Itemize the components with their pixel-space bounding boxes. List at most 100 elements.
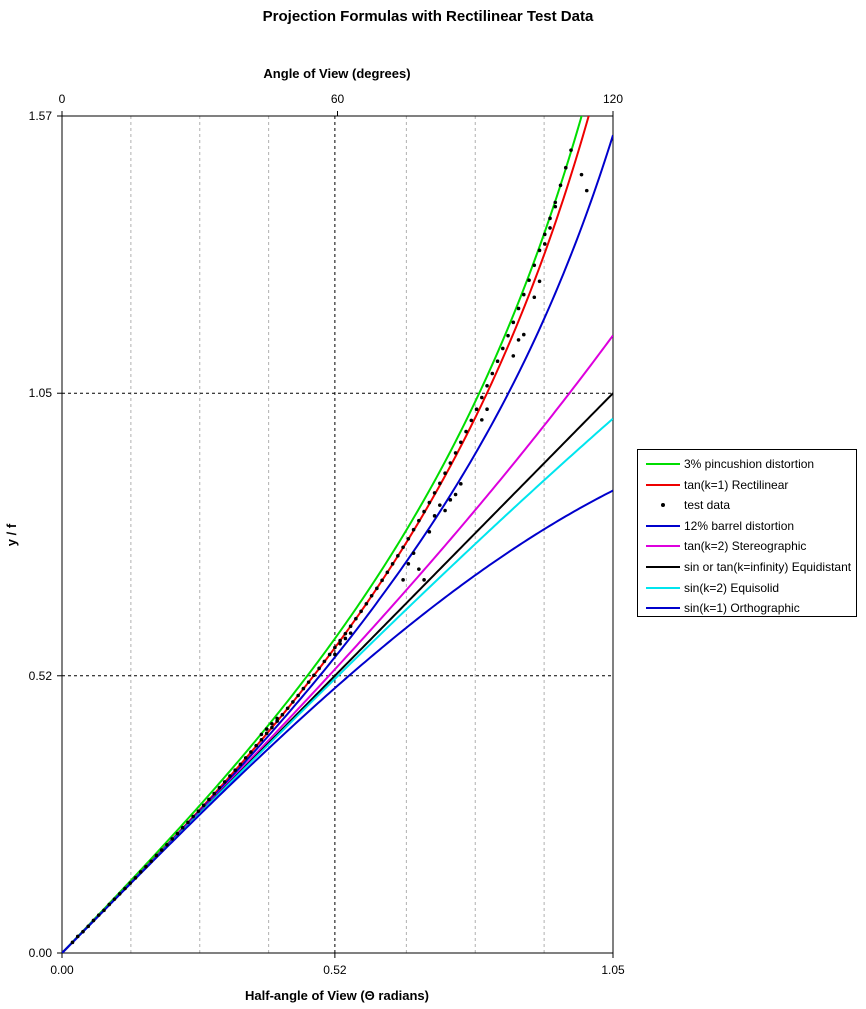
legend-swatch xyxy=(646,586,680,589)
test-data-point xyxy=(537,248,542,253)
legend-swatch xyxy=(646,545,680,548)
legend: 3% pincushion distortion tan(k=1) Rectili… xyxy=(637,449,857,617)
test-data-point xyxy=(312,673,316,678)
chart-title: Projection Formulas with Rectilinear Tes… xyxy=(263,8,594,25)
test-data-point xyxy=(506,333,510,338)
test-data-point xyxy=(154,853,159,858)
test-data-point xyxy=(296,693,300,698)
test-data-point xyxy=(270,725,274,730)
legend-item: 3% pincushion distortion xyxy=(644,454,856,474)
y-tick-label: 0.52 xyxy=(29,669,53,683)
test-data-point xyxy=(264,731,269,736)
x2-tick-label: 0 xyxy=(59,92,66,106)
test-data-point xyxy=(128,881,133,885)
test-data-point xyxy=(443,471,447,475)
test-data-point xyxy=(123,886,127,891)
test-data-point xyxy=(485,407,489,412)
test-data-point xyxy=(411,527,416,532)
test-data-point xyxy=(243,756,248,760)
test-data-point xyxy=(133,876,138,880)
legend-label: sin or tan(k=infinity) Equidistant xyxy=(684,560,852,574)
test-data-point xyxy=(359,609,363,614)
test-data-point xyxy=(480,395,484,400)
test-data-point xyxy=(401,545,405,550)
series-line xyxy=(62,134,613,953)
legend-label: 12% barrel distortion xyxy=(684,518,795,533)
test-data-point xyxy=(280,712,285,717)
legend-label: tan(k=1) Rectilinear xyxy=(684,477,789,492)
test-data-point xyxy=(75,934,80,939)
test-data-point xyxy=(343,631,348,636)
test-data-point xyxy=(553,200,558,205)
y-tick-label: 1.05 xyxy=(29,386,53,400)
test-data-point xyxy=(196,809,201,813)
test-data-point xyxy=(511,354,516,358)
test-data-point xyxy=(96,913,101,917)
test-data-point xyxy=(427,500,432,505)
test-data-point xyxy=(186,820,190,825)
test-data-point xyxy=(338,638,342,643)
test-data-point xyxy=(222,780,227,784)
test-data-point xyxy=(521,332,526,337)
test-data-point xyxy=(417,518,421,523)
test-data-points xyxy=(70,148,589,945)
legend-label: test data xyxy=(684,498,731,513)
test-data-point xyxy=(548,226,552,230)
test-data-point xyxy=(86,924,91,929)
test-data-point xyxy=(138,870,143,874)
x2-tick-label: 60 xyxy=(331,92,345,106)
test-data-point xyxy=(343,636,348,641)
test-data-point xyxy=(380,578,384,583)
test-data-point xyxy=(438,503,442,507)
test-data-point xyxy=(70,940,75,945)
x2-tick-label: 120 xyxy=(603,92,623,106)
legend-label: 3% pincushion distortion xyxy=(684,457,815,471)
test-data-point xyxy=(207,797,211,802)
test-data-point xyxy=(275,716,279,721)
x-axis-label: Half-angle of View (Θ radians) xyxy=(245,988,429,1003)
test-data-point xyxy=(569,148,573,152)
test-data-point xyxy=(511,320,516,325)
test-data-point xyxy=(480,418,484,422)
test-data-point xyxy=(516,306,521,311)
test-data-point xyxy=(102,908,106,913)
test-data-point xyxy=(532,295,537,300)
test-data-point xyxy=(459,482,463,486)
test-data-point xyxy=(375,586,379,591)
series-group xyxy=(62,116,613,953)
test-data-point xyxy=(422,578,426,582)
legend-item: tan(k=2) Stereographic xyxy=(644,536,856,556)
test-data-point xyxy=(249,750,253,754)
legend-item: sin(k=1) Orthographic xyxy=(644,598,856,618)
test-data-point xyxy=(417,567,421,571)
test-data-point xyxy=(291,700,295,704)
grid xyxy=(62,116,613,953)
test-data-point xyxy=(91,918,96,923)
test-data-point xyxy=(81,929,85,934)
test-data-point xyxy=(432,514,437,518)
series-line xyxy=(62,116,590,953)
test-data-point xyxy=(159,848,164,852)
test-data-point xyxy=(270,721,274,726)
test-data-point xyxy=(238,762,243,767)
test-data-point xyxy=(233,768,237,772)
test-data-point xyxy=(369,594,374,598)
test-data-point xyxy=(411,551,416,555)
test-data-point xyxy=(448,498,453,502)
legend-swatch xyxy=(646,483,680,486)
test-data-point xyxy=(453,492,458,497)
test-data-point xyxy=(448,461,453,465)
test-data-point xyxy=(558,183,563,188)
tick-labels: 0.00 0.52 1.05 0 60 120 0.00 0.52 1.05 1.57 xyxy=(29,92,625,977)
legend-swatch xyxy=(646,566,680,568)
test-data-point xyxy=(532,263,537,268)
legend-dot xyxy=(661,503,665,508)
test-data-point xyxy=(191,814,195,819)
test-data-point xyxy=(228,774,232,778)
test-data-point xyxy=(254,743,258,748)
test-data-point xyxy=(259,737,264,742)
legend-swatch xyxy=(646,607,680,610)
test-data-point xyxy=(579,172,584,177)
test-data-point xyxy=(306,680,311,684)
